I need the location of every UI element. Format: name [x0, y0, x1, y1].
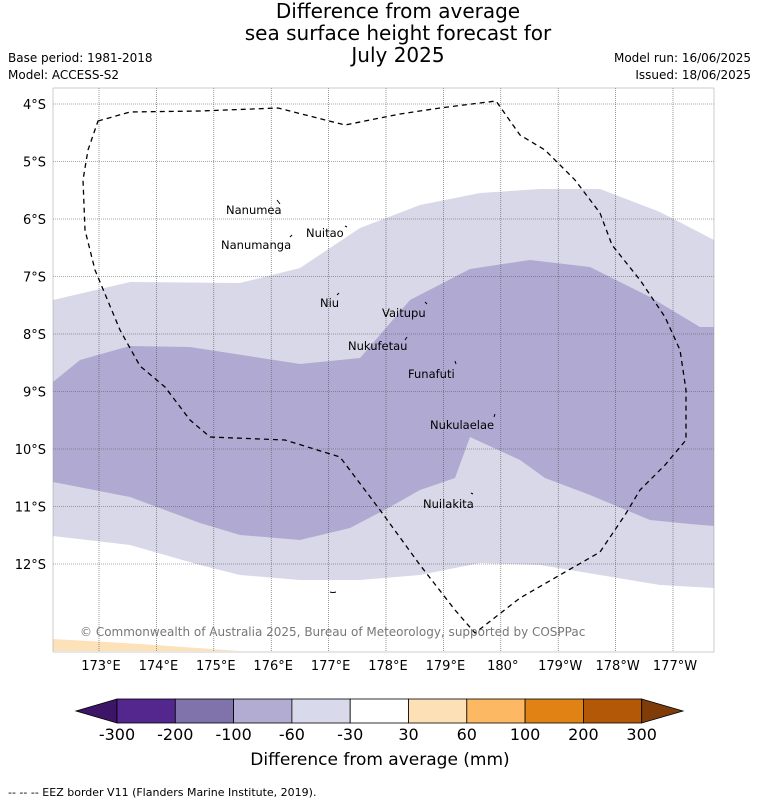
colorbar-segment	[408, 698, 468, 724]
title-line-2: sea surface height forecast for	[244, 21, 552, 45]
colorbar-arrow-right	[641, 698, 685, 724]
model-run: Model run: 16/06/2025	[613, 51, 751, 65]
lat-label: 10°S	[15, 443, 46, 458]
colorbar-segment	[116, 698, 176, 724]
lon-label: 176°E	[253, 659, 293, 674]
colorbar-segment	[174, 698, 235, 724]
lon-label: 178°E	[368, 659, 408, 674]
lat-label: 12°S	[15, 558, 46, 573]
base-info: Base period: 1981-2018 Model: ACCESS-S2	[8, 50, 153, 84]
colorbar-tick-label: -30	[337, 725, 364, 744]
lon-label: 180°	[487, 659, 518, 674]
map-frame	[52, 87, 715, 653]
shading-orange-sliver	[53, 639, 240, 651]
base-period: Base period: 1981-2018	[8, 51, 153, 65]
colorbar-tick-label: -100	[215, 725, 252, 744]
lon-label: 179°W	[538, 659, 582, 674]
latitude-labels: 4°S 5°S 6°S 7°S 8°S 9°S 10°S 11°S 12°S	[15, 98, 46, 573]
colorbar-segment	[291, 698, 351, 724]
lat-label: 6°S	[23, 213, 46, 228]
run-info: Model run: 16/06/2025 Issued: 18/06/2025	[614, 50, 751, 84]
title-line-3: July 2025	[351, 43, 445, 67]
colorbar-tick-label: -200	[157, 725, 194, 744]
lon-label: 177°E	[311, 659, 351, 674]
colorbar-tick-label: 100	[509, 725, 541, 744]
chart-title: Difference from average sea surface heig…	[0, 0, 758, 66]
island-label-nanumea: Nanumea	[226, 203, 282, 217]
lat-label: 7°S	[23, 271, 46, 286]
shading-medium-band	[53, 260, 714, 540]
lat-label: 9°S	[23, 386, 46, 401]
eez-footnote: -- -- -- EEZ border V11 (Flanders Marine…	[8, 786, 317, 799]
island-marks	[276, 199, 496, 593]
island-label-nanumanga: Nanumanga	[221, 238, 291, 252]
gridlines	[53, 88, 714, 652]
lon-label: 177°W	[653, 659, 697, 674]
colorbar-title: Difference from average (mm)	[250, 750, 510, 770]
colorbar-segment	[233, 698, 293, 724]
copyright-text: © Commonwealth of Australia 2025, Bureau…	[80, 625, 585, 639]
colorbar-tick-label: -300	[98, 725, 136, 744]
lat-label: 8°S	[23, 328, 46, 343]
colorbar-tick-label: 60	[456, 725, 477, 744]
lat-label: 4°S	[23, 98, 46, 113]
lon-label: 174°E	[139, 659, 179, 674]
lat-label: 5°S	[23, 156, 46, 171]
island-label-vaitupu: Vaitupu	[382, 306, 426, 320]
longitude-labels: 173°E 174°E 175°E 176°E 177°E 178°E 179°E 180° 1…	[81, 659, 697, 674]
colorbar-segment	[583, 698, 643, 724]
colorbar-arrow-left	[74, 698, 118, 724]
island-label-nukulaelae: Nukulaelae	[430, 418, 494, 432]
island-label-niu: Niu	[320, 296, 339, 310]
title-line-1: Difference from average	[275, 0, 521, 23]
island-label-nuilakita: Nuilakita	[423, 497, 474, 511]
island-label-nukufetau: Nukufetau	[348, 339, 407, 353]
colorbar-tick-label: -60	[278, 725, 305, 744]
island-label-funafuti: Funafuti	[408, 367, 455, 381]
island-label-nuitao: Nuitao	[306, 226, 344, 240]
lat-label: 11°S	[15, 501, 46, 516]
colorbar-tick-label: 30	[398, 725, 419, 744]
colorbar	[74, 698, 685, 724]
model-name: Model: ACCESS-S2	[8, 68, 120, 82]
lon-label: 179°E	[426, 659, 466, 674]
colorbar-tick-label: 200	[568, 725, 599, 744]
lon-label: 178°W	[596, 659, 640, 674]
map-area	[53, 88, 714, 652]
colorbar-segment	[349, 698, 409, 724]
island-labels: Nanumea Nanumanga Nuitao Niu Vaitupu Nukufeta…	[221, 203, 494, 511]
lon-label: 175°E	[196, 659, 236, 674]
colorbar-segment	[524, 698, 584, 724]
colorbar-segment	[466, 698, 526, 724]
lon-label: 173°E	[81, 659, 121, 674]
issued-date: Issued: 18/06/2025	[635, 68, 751, 82]
colorbar-tick-label: 300	[626, 725, 657, 744]
